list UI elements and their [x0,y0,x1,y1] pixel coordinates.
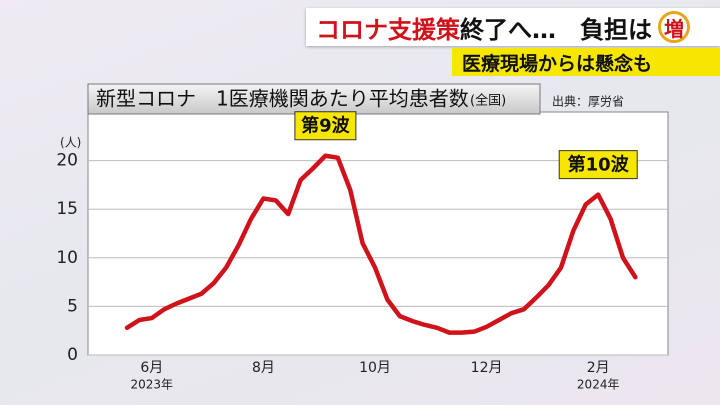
x-tick-label: 2月 [587,360,610,376]
headline-highlight: コロナ支援策 [316,15,460,44]
x-tick-label: 8月 [252,360,275,376]
chart-title: 新型コロナ 1医療機関あたり平均患者数 [96,87,469,111]
annotation-box [294,111,357,141]
annotation-box [558,150,638,180]
y-tick-label: 15 [56,199,78,219]
sub-headline: 医療現場からは懸念も [452,48,720,76]
chart-subtitle: (全国) [470,93,506,109]
plot-area [87,111,669,356]
y-axis-label: (人) [60,136,81,150]
y-tick-label: 5 [67,296,78,316]
headline-icon: 増 [658,11,690,43]
title-box [87,83,541,115]
y-tick-label: 20 [56,151,78,171]
headline-banner: コロナ支援策 終了へ… 負担は 増 [306,8,720,46]
y-tick-label: 10 [56,248,78,268]
x-tick-sublabel: 2023年 [131,378,174,392]
annotation: 第9波 [301,115,351,137]
source: 出典：厚労省 [552,95,624,109]
y-tick-label: 0 [67,345,78,365]
x-tick-label: 6月 [140,360,163,376]
x-tick-sublabel: 2024年 [577,378,620,392]
annotation: 第10波 [568,154,630,176]
x-tick-label: 10月 [359,360,391,376]
headline-text: 終了へ… 負担は [460,15,652,44]
x-tick-label: 12月 [471,360,503,376]
data-line [124,153,638,335]
